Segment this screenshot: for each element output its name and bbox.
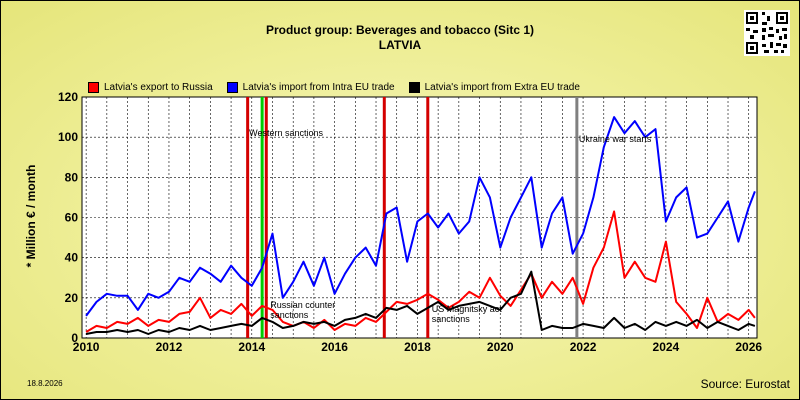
chart-legend: Latvia's export to Russia Latvia's impor… [88,80,594,94]
legend-item-import-extra-eu: Latvia's import from Extra EU trade [408,80,580,94]
y-tick-label: 120 [58,90,78,104]
chart-source: Source: Eurostat [700,377,790,391]
y-tick-label: 40 [65,251,79,265]
legend-item-export-russia: Latvia's export to Russia [88,80,213,94]
chart-subtitle: LATVIA [378,38,422,52]
series-line [85,210,756,333]
event-annotation: US Magnitsky act sanctions [432,304,503,324]
legend-swatch [88,81,99,93]
event-annotation: Ukraine war starts [579,134,652,144]
legend-swatch [408,81,420,93]
chart-title: Product group: Beverages and tobacco (Si… [265,23,535,37]
event-annotation: Russian counter sanctions [270,300,335,320]
series-line [85,116,756,317]
x-tick-label: 2020 [487,340,514,354]
x-tick-label: 2018 [404,340,431,354]
legend-label: Latvia's import from Extra EU trade [424,81,580,93]
series-line [85,270,756,335]
legend-label: Latvia's export to Russia [104,81,213,93]
x-tick-label: 2022 [570,340,597,354]
y-tick-label: 100 [58,130,78,144]
legend-swatch [226,81,238,93]
chart-date: 18.8.2026 [27,379,63,388]
x-tick-label: 2016 [321,340,348,354]
y-tick-label: 60 [65,211,79,225]
qr-code-icon [744,10,790,56]
x-tick-label: 2010 [73,340,100,354]
x-tick-label: 2012 [156,340,183,354]
x-tick-label: 2014 [238,340,265,354]
y-tick-label: 80 [65,170,79,184]
legend-label: Latvia's import from Intra EU trade [242,81,395,93]
event-annotation: Western sanctions [249,128,323,138]
y-tick-label: 20 [65,291,79,305]
x-tick-label: 2026 [735,340,762,354]
y-tick-label: 0 [71,331,78,345]
legend-item-import-intra-eu: Latvia's import from Intra EU trade [226,80,395,94]
x-tick-label: 2024 [653,340,680,354]
